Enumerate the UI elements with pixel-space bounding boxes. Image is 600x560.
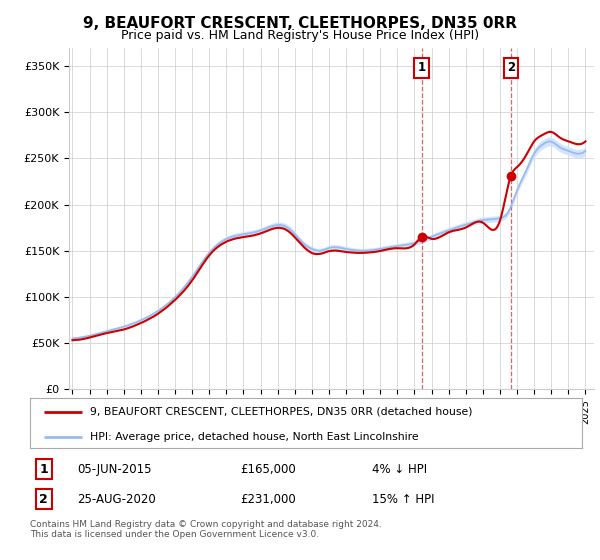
Text: 9, BEAUFORT CRESCENT, CLEETHORPES, DN35 0RR (detached house): 9, BEAUFORT CRESCENT, CLEETHORPES, DN35 … bbox=[89, 407, 472, 417]
Text: 15% ↑ HPI: 15% ↑ HPI bbox=[372, 493, 435, 506]
Text: 25-AUG-2020: 25-AUG-2020 bbox=[77, 493, 155, 506]
Text: £231,000: £231,000 bbox=[240, 493, 296, 506]
Text: 4% ↓ HPI: 4% ↓ HPI bbox=[372, 463, 427, 476]
Text: 9, BEAUFORT CRESCENT, CLEETHORPES, DN35 0RR: 9, BEAUFORT CRESCENT, CLEETHORPES, DN35 … bbox=[83, 16, 517, 31]
Text: £165,000: £165,000 bbox=[240, 463, 296, 476]
Text: Price paid vs. HM Land Registry's House Price Index (HPI): Price paid vs. HM Land Registry's House … bbox=[121, 29, 479, 42]
Text: 05-JUN-2015: 05-JUN-2015 bbox=[77, 463, 151, 476]
Text: 2: 2 bbox=[507, 62, 515, 74]
Text: Contains HM Land Registry data © Crown copyright and database right 2024.
This d: Contains HM Land Registry data © Crown c… bbox=[30, 520, 382, 539]
Text: 1: 1 bbox=[40, 463, 48, 476]
Text: 2: 2 bbox=[40, 493, 48, 506]
Text: 1: 1 bbox=[418, 62, 425, 74]
Text: HPI: Average price, detached house, North East Lincolnshire: HPI: Average price, detached house, Nort… bbox=[89, 432, 418, 442]
